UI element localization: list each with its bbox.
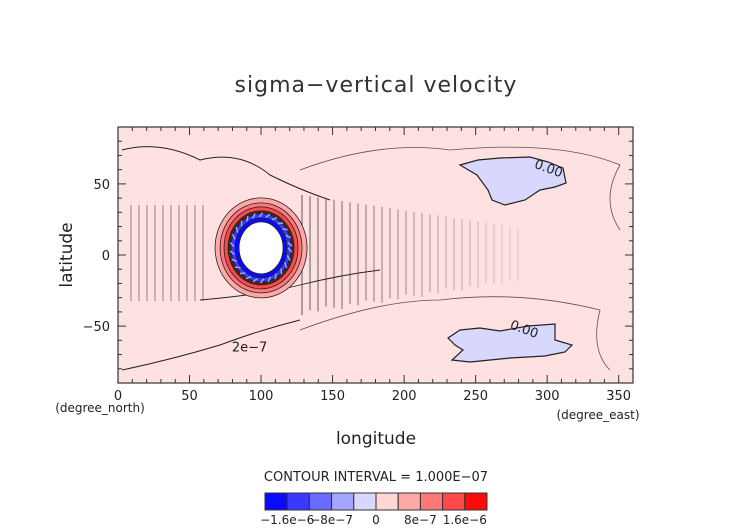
vortex-hatch	[286, 255, 291, 261]
y-axis-label: latitude	[57, 222, 77, 287]
x-units-label: (degree_east)	[556, 408, 639, 422]
colorbar-swatch	[419, 492, 444, 511]
contour-line	[199, 269, 381, 301]
vortex-hatch	[234, 266, 241, 269]
x-tick-label: 100	[249, 389, 274, 404]
vortex-hatch	[231, 258, 238, 263]
vortex-hatch	[265, 213, 271, 218]
colorbar-tick-label: −8e−7	[310, 513, 353, 527]
contour-line	[121, 146, 331, 201]
colorbar-tick-label: 1.6e−6	[443, 513, 487, 527]
vortex-hatch	[235, 226, 239, 233]
vortex-hatch	[252, 277, 258, 283]
colorbar-swatch	[286, 492, 310, 511]
colorbar-swatch	[464, 492, 488, 511]
contour-line	[299, 146, 621, 231]
vortex-hatch	[287, 241, 293, 247]
colorbar-swatch	[331, 492, 355, 511]
vortex-hatch	[282, 228, 288, 231]
contour-line	[121, 319, 301, 371]
vortex-hatch	[287, 247, 293, 253]
vortex-hatch	[258, 212, 264, 218]
colorbar-swatch	[397, 492, 421, 511]
x-tick-label: 50	[181, 389, 198, 404]
contour-interval-label: CONTOUR INTERVAL = 1.000E−07	[264, 470, 488, 485]
y-units-label: (degree_north)	[55, 401, 145, 415]
y-tick-label: 0	[102, 249, 110, 264]
colorbar-tick-label: 0	[372, 513, 380, 527]
x-axis-label: longitude	[336, 429, 416, 449]
x-tick-label: 150	[320, 389, 345, 404]
vortex-hatch	[284, 262, 288, 269]
x-tick-label: 350	[606, 389, 631, 404]
vortex-hatch	[267, 276, 271, 283]
colorbar-tick-label: −1.6e−6	[260, 513, 314, 527]
vortex-hatch	[271, 217, 278, 221]
vortex-hatch	[285, 234, 291, 239]
vortex-hatch	[245, 275, 252, 280]
x-tick-label: 0	[114, 389, 122, 404]
vortex-ring	[238, 221, 284, 275]
chart-title: sigma−vertical velocity	[235, 73, 518, 98]
colorbar-swatch	[308, 492, 333, 511]
x-tick-label: 200	[392, 389, 417, 404]
negative-region-south	[447, 323, 574, 363]
negative-region-north	[458, 156, 567, 206]
y-tick-label: −50	[83, 320, 110, 335]
y-tick-label: 50	[93, 178, 110, 193]
colorbar-swatch	[353, 492, 377, 511]
colorbar: −1.6e−6−8e−7 0 8e−7 1.6e−6	[260, 492, 488, 527]
contour-label: 2e−7	[232, 341, 267, 356]
colorbar-swatch	[264, 492, 288, 511]
vortex-hatch	[239, 272, 246, 275]
colorbar-swatch	[375, 492, 399, 511]
vortex-hatch	[229, 242, 235, 248]
vortex-hatch	[231, 233, 236, 240]
colorbar-swatch	[442, 492, 466, 511]
vortex-hatch	[246, 216, 249, 222]
contour-line	[299, 296, 611, 371]
x-tick-label: 250	[463, 389, 488, 404]
vortex-hatch	[252, 213, 256, 219]
vortex-hatch	[229, 250, 236, 255]
vortex-hatch	[274, 273, 277, 280]
x-tick-label: 300	[535, 389, 560, 404]
vortex-hatch	[259, 278, 265, 284]
colorbar-tick-label: 8e−7	[404, 513, 437, 527]
